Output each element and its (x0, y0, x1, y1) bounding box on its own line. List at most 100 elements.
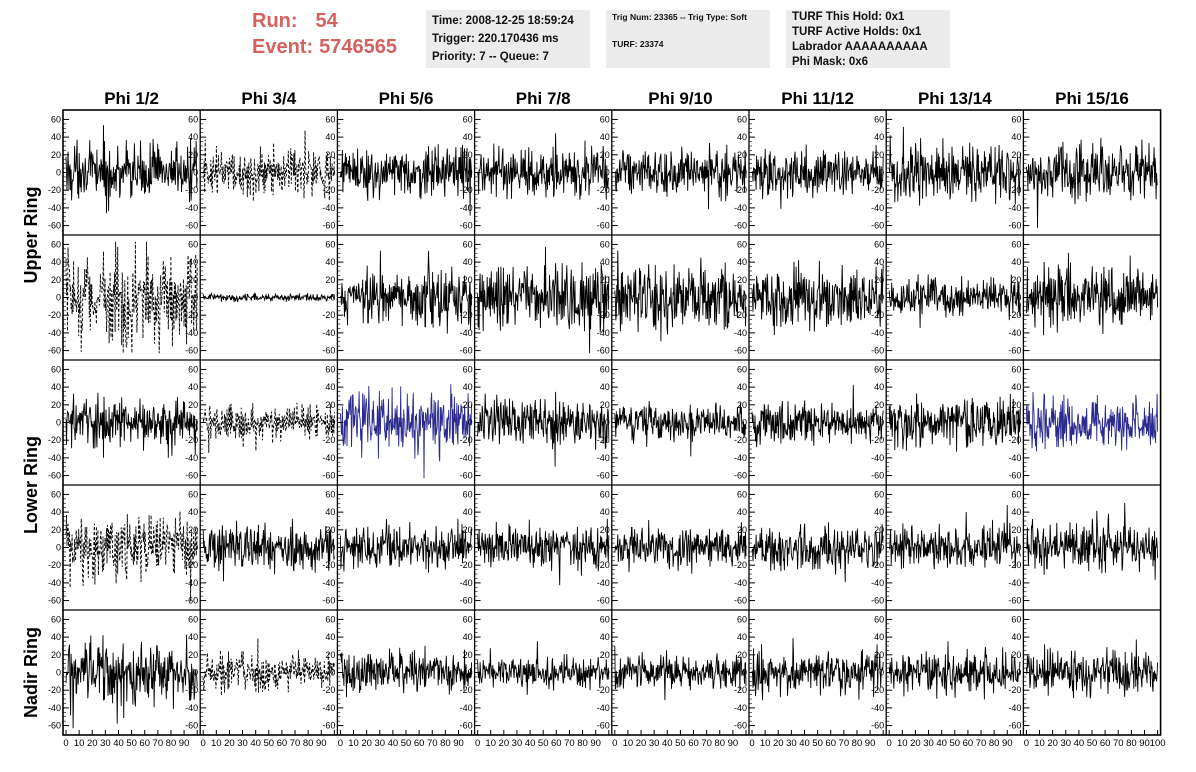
y-tick-label: 60 (874, 239, 884, 249)
waveform-trace (477, 641, 610, 695)
y-tick-label: -40 (1008, 703, 1021, 713)
y-tick-label: 60 (600, 614, 610, 624)
y-tick-label: -60 (734, 346, 747, 356)
waveform-trace (65, 634, 198, 729)
y-tick-label: 60 (600, 364, 610, 374)
y-tick-label: 60 (874, 614, 884, 624)
y-tick-label: 20 (600, 525, 610, 535)
y-tick-label: 60 (325, 489, 335, 499)
y-tick-label: 60 (51, 114, 61, 124)
x-tick-label: 30 (649, 738, 660, 749)
x-tick-label: 70 (701, 738, 712, 749)
y-tick-label: -40 (597, 703, 610, 713)
y-tick-label: 60 (737, 614, 747, 624)
waveform-trace (202, 518, 335, 582)
y-tick-label: 60 (463, 614, 473, 624)
column-header: Phi 3/4 (241, 89, 296, 108)
y-tick-label: -60 (734, 721, 747, 731)
y-tick-label: -60 (597, 596, 610, 606)
y-tick-label: -20 (322, 435, 335, 445)
x-tick-label: 10 (211, 738, 222, 749)
ring-label: Nadir Ring (21, 627, 41, 718)
event-label: Event: (252, 36, 314, 58)
y-tick-label: -40 (597, 328, 610, 338)
x-tick-label: 90 (728, 738, 739, 749)
y-tick-label: -20 (185, 310, 198, 320)
y-tick-label: -20 (871, 185, 884, 195)
y-tick-label: -20 (734, 435, 747, 445)
y-tick-label: -40 (322, 328, 335, 338)
y-tick-label: 40 (51, 507, 61, 517)
x-tick-label: 80 (440, 738, 451, 749)
y-tick-label: 40 (600, 632, 610, 642)
y-tick-label: -40 (734, 703, 747, 713)
ring-label: Upper Ring (21, 187, 41, 284)
x-tick-label: 50 (1087, 738, 1098, 749)
y-tick-label: -20 (185, 435, 198, 445)
x-tick-label: 90 (316, 738, 327, 749)
y-tick-label: 0 (468, 168, 473, 178)
x-tick-label: 30 (100, 738, 111, 749)
y-tick-label: -60 (460, 596, 473, 606)
waveform-trace (751, 522, 884, 583)
y-tick-label: 20 (51, 525, 61, 535)
waveform-trace (751, 638, 884, 701)
x-tick-label: 20 (773, 738, 784, 749)
y-tick-label: 0 (330, 543, 335, 553)
y-tick-label: -40 (48, 578, 61, 588)
x-tick-label: 70 (1113, 738, 1124, 749)
y-tick-label: -20 (597, 435, 610, 445)
time-text: Time: 2008-12-25 18:59:24 (432, 15, 574, 27)
y-tick-label: 60 (600, 239, 610, 249)
waveform-trace (614, 401, 747, 457)
y-tick-label: 60 (325, 114, 335, 124)
waveform-trace (65, 511, 198, 602)
x-tick-label: 90 (179, 738, 190, 749)
y-tick-label: 60 (188, 239, 198, 249)
y-tick-label: 20 (325, 150, 335, 160)
y-tick-label: 40 (1011, 132, 1021, 142)
y-tick-label: 0 (330, 168, 335, 178)
y-tick-label: 0 (879, 293, 884, 303)
y-tick-label: 40 (463, 507, 473, 517)
y-tick-label: -60 (48, 346, 61, 356)
x-tick-label: 60 (414, 738, 425, 749)
y-tick-label: -20 (48, 560, 61, 570)
x-tick-label: 0 (612, 738, 617, 749)
waveform-trace (888, 504, 1021, 570)
y-tick-label: -60 (322, 221, 335, 231)
turf-active-text: TURF Active Holds: 0x1 (792, 26, 922, 38)
y-tick-label: -60 (460, 221, 473, 231)
y-tick-label: -40 (734, 203, 747, 213)
y-tick-label: 40 (463, 382, 473, 392)
y-tick-label: -60 (734, 221, 747, 231)
column-header: Phi 13/14 (918, 89, 992, 108)
y-tick-label: -60 (460, 346, 473, 356)
x-tick-label: 30 (374, 738, 385, 749)
y-tick-label: 0 (468, 543, 473, 553)
waveform-trace (1025, 391, 1159, 452)
y-tick-label: 60 (1011, 239, 1021, 249)
x-tick-label: 30 (237, 738, 248, 749)
column-header: Phi 9/10 (648, 89, 712, 108)
y-tick-label: -20 (1008, 685, 1021, 695)
y-tick-label: -60 (871, 596, 884, 606)
y-tick-label: 40 (51, 132, 61, 142)
y-tick-label: -20 (48, 310, 61, 320)
y-tick-label: 60 (463, 489, 473, 499)
y-tick-label: -20 (1008, 185, 1021, 195)
x-tick-label: 70 (290, 738, 301, 749)
y-tick-label: -20 (460, 560, 473, 570)
y-tick-label: 60 (1011, 614, 1021, 624)
y-tick-label: 20 (737, 400, 747, 410)
y-tick-label: 20 (188, 150, 198, 160)
y-tick-label: 0 (1016, 543, 1021, 553)
y-tick-label: -20 (597, 310, 610, 320)
y-tick-label: -20 (322, 685, 335, 695)
y-tick-label: 0 (193, 418, 198, 428)
y-tick-label: -60 (185, 721, 198, 731)
x-tick-label: 60 (277, 738, 288, 749)
column-header: Phi 7/8 (516, 89, 571, 108)
x-tick-label: 10 (1034, 738, 1045, 749)
